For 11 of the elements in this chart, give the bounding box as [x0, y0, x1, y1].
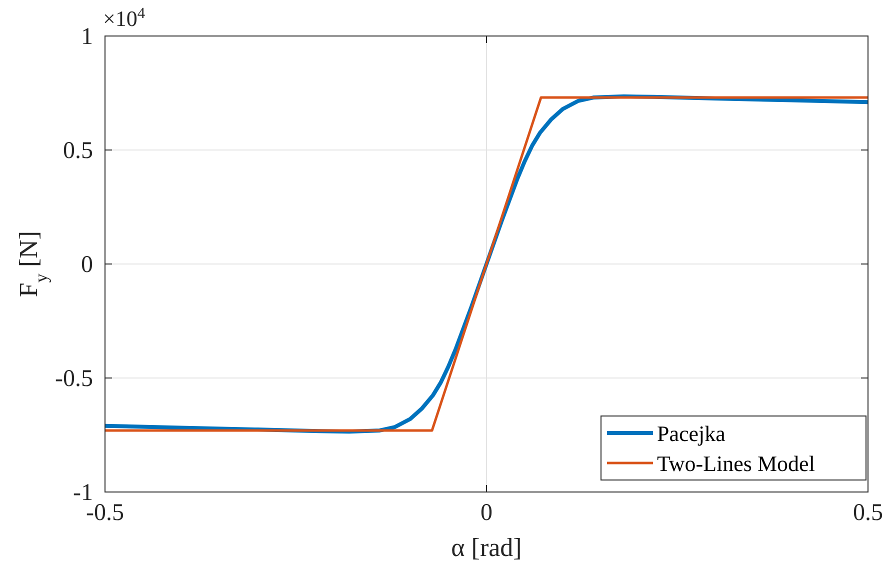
y-tick-label: 0.5 — [63, 138, 93, 164]
y-tick-label: -0.5 — [55, 366, 93, 392]
y-tick-label: 0 — [81, 252, 93, 278]
x-tick-label: 0.5 — [853, 500, 883, 526]
legend-label: Pacejka — [657, 421, 726, 446]
y-tick-label: -1 — [73, 480, 93, 506]
x-tick-label: 0 — [480, 500, 492, 526]
legend-label: Two-Lines Model — [657, 451, 815, 476]
text: ×10$^{4}$ — [103, 4, 146, 31]
y-tick-label: 1 — [81, 24, 93, 50]
x-axis-title: α [rad] — [451, 533, 522, 562]
